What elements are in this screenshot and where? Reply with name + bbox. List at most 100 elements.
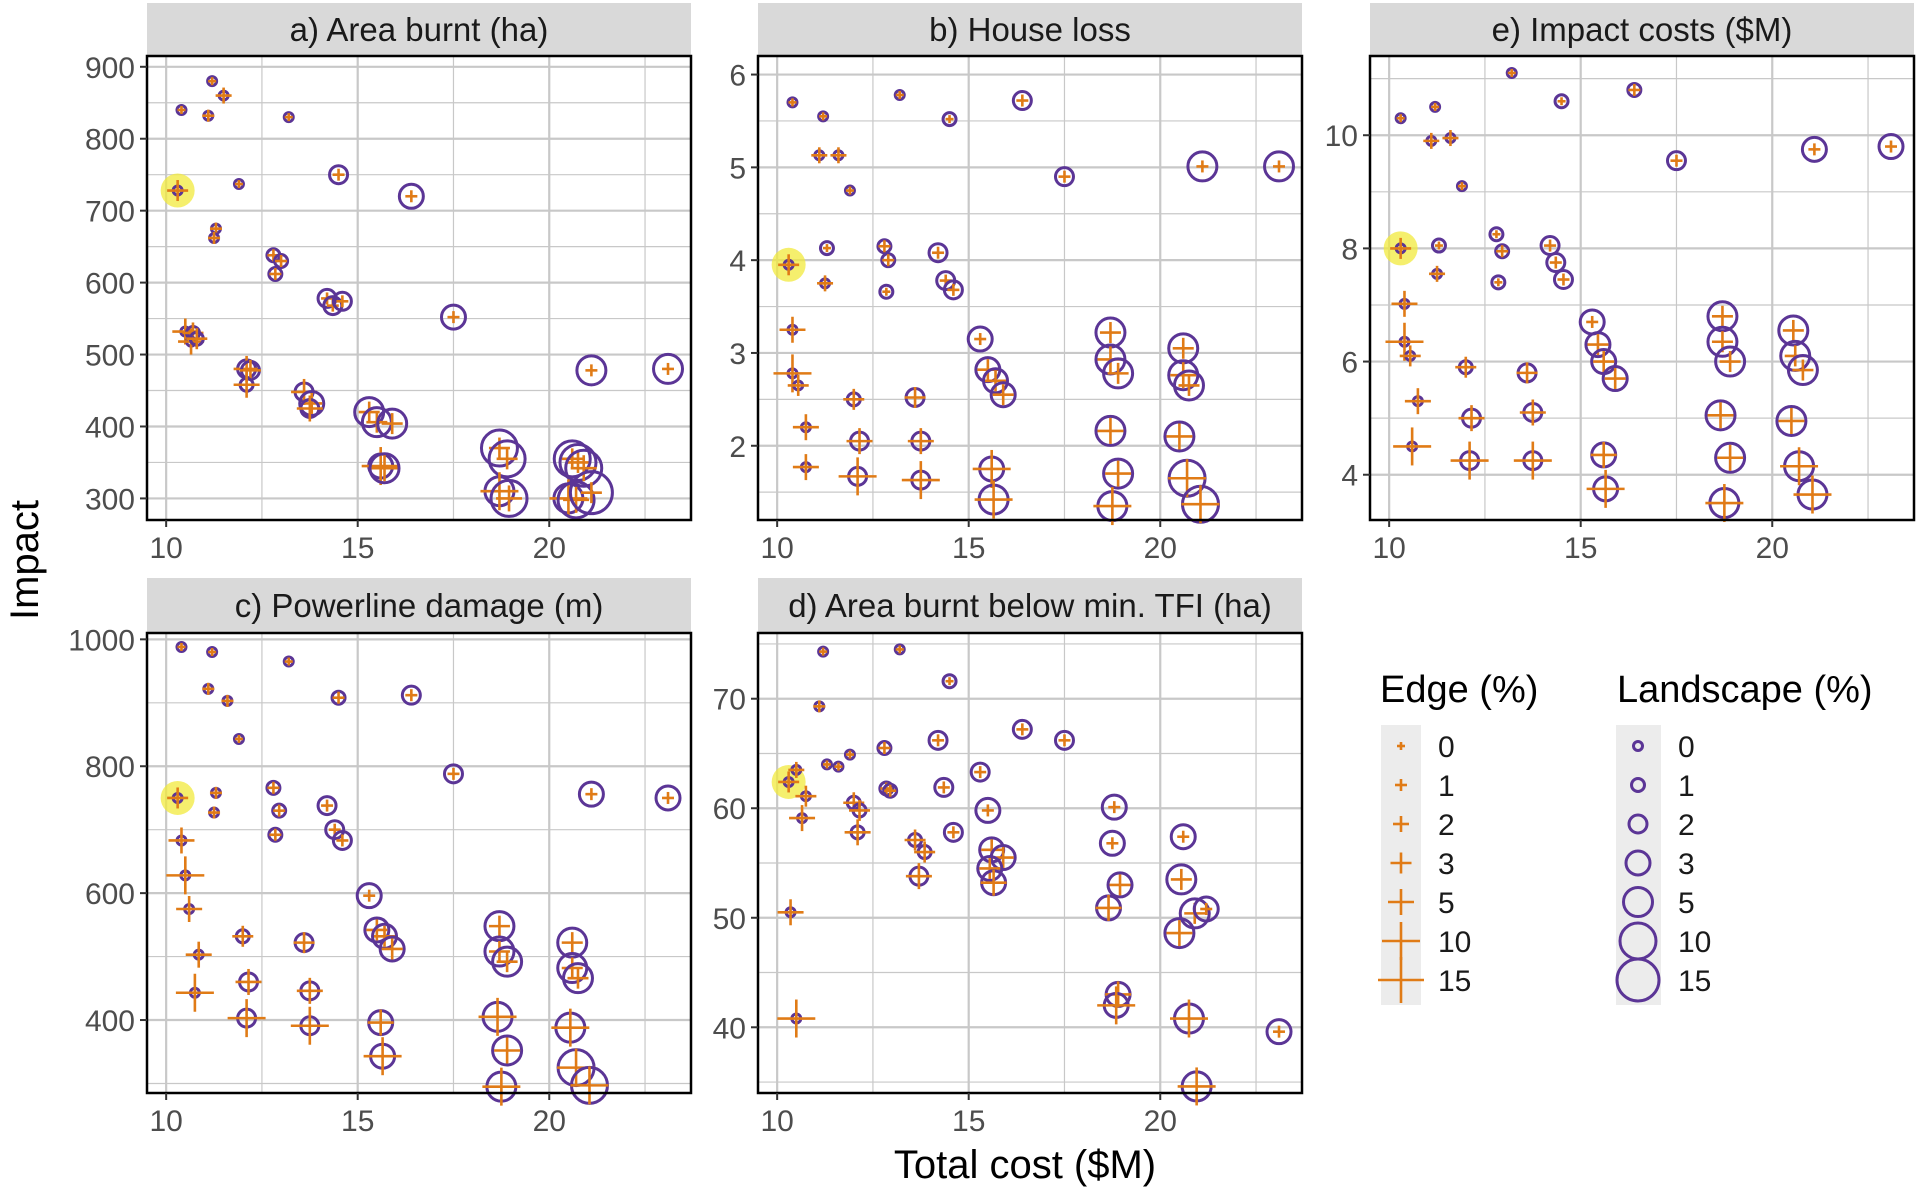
panel-a-point-landscape-circle: [282, 111, 295, 124]
panel-a-point-landscape-circle: [397, 182, 425, 210]
panel-c-x-tick-label: 10: [149, 1105, 182, 1138]
panel-d-point: [1192, 895, 1220, 923]
legend-edge-label: 0: [1438, 731, 1455, 764]
panel-d-ticks: 10 15 20 40 50 60 70: [713, 684, 1177, 1138]
panel-b-points: [771, 88, 1296, 526]
panel-a-point-landscape-circle: [273, 253, 290, 270]
panel-b-point-landscape-circle: [893, 88, 906, 101]
legend-edge-label: 2: [1438, 809, 1455, 842]
legend-landscape-key: [1630, 777, 1646, 793]
panel-c-point-landscape-circle: [654, 784, 682, 812]
panel-b-point: [876, 238, 893, 255]
panel-e-point: [1519, 399, 1546, 426]
panel-b-point-landscape-circle: [941, 111, 958, 128]
panel-e-point-landscape-circle: [1430, 237, 1447, 254]
panel-b-y-tick-label: 3: [729, 338, 746, 371]
panel-e-y-tick-label: 8: [1341, 233, 1358, 266]
panel-a-point-landscape-circle: [575, 354, 608, 387]
panel-c-ticks: 10 15 20 400 600 800 1000: [68, 624, 566, 1138]
panel-d-point-landscape-circle: [820, 758, 833, 771]
panel-b-point: [846, 428, 873, 455]
panel-a-ticks: 10 15 20 300 400 500 600 700 800 900: [85, 52, 566, 565]
panel-c-point-landscape-circle: [378, 935, 406, 963]
panel-c-point: [491, 1034, 524, 1067]
panel-e-point: [1552, 269, 1574, 291]
panel-c-point: [316, 795, 338, 817]
panel-d-point-landscape-circle: [942, 821, 964, 843]
panel-e-point-landscape-circle: [1775, 404, 1808, 437]
panel-c: c) Powerline damage (m) 10 15 204006008001…: [68, 578, 693, 1138]
panel-c-point: [330, 689, 347, 706]
panel-e-point: [1455, 180, 1468, 193]
panel-a-y-tick-label: 400: [85, 411, 135, 444]
panel-b-point: [927, 242, 949, 264]
panel-e-point-landscape-circle: [1704, 399, 1737, 432]
panel-b-strip: [758, 3, 1302, 56]
panel-e-point: [1626, 81, 1643, 98]
panel-d-point-landscape-circle: [974, 796, 1002, 824]
panel-c-point-landscape-circle: [442, 763, 464, 785]
panel-c-point: [267, 826, 284, 843]
panel-c-point-landscape-circle: [561, 962, 594, 995]
panel-e-point-landscape-circle: [1777, 314, 1810, 347]
panel-b-frame: [756, 54, 1304, 522]
panel-b-point-landscape-circle: [966, 325, 994, 353]
panel-e-points: [1383, 66, 1905, 523]
panel-c-point: [209, 786, 222, 799]
panel-a-point: [202, 109, 215, 122]
panel-b-point: [941, 111, 958, 128]
panel-d: d) Area burnt below min. TFI (ha) 10 15 20…: [713, 578, 1304, 1138]
panel-b-point: [778, 254, 800, 276]
panel-b-point: [818, 240, 835, 257]
panel-a-point: [487, 439, 527, 479]
panel-c-point: [378, 935, 406, 963]
panel-e-point: [1488, 226, 1505, 243]
panel-c-point-landscape-circle: [491, 945, 524, 978]
panel-b-point-landscape-circle: [786, 96, 799, 109]
panel-d-point: [980, 869, 1008, 897]
panel-a-y-tick-label: 600: [85, 268, 135, 301]
panel-c-point: [167, 787, 189, 809]
legend-landscape-title: Landscape (%): [1617, 669, 1873, 711]
panel-e-point: [1590, 348, 1618, 376]
panel-d-point-landscape-circle: [876, 740, 893, 756]
panel-a-point-landscape-circle: [328, 164, 350, 186]
panel-e-point: [1586, 469, 1625, 508]
panel-d-x-tick-label: 15: [952, 1105, 985, 1138]
panel-a-point: [273, 253, 290, 270]
panel-b-point: [942, 279, 964, 301]
panel-e-y-tick-label: 10: [1325, 120, 1358, 153]
panel-c-point-landscape-circle: [330, 689, 347, 706]
panel-a-y-tick-label: 800: [85, 124, 135, 157]
panel-c-y-tick-label: 400: [85, 1005, 135, 1038]
panel-a-points: [160, 75, 685, 520]
panel-a-point-landscape-circle: [479, 428, 519, 468]
panel-b-y-tick-label: 2: [729, 431, 746, 464]
panel-d-x-tick-label: 10: [760, 1105, 793, 1138]
panel-d-point: [1106, 871, 1134, 899]
panel-d-point: [777, 899, 804, 926]
panel-b-point-landscape-circle: [1263, 150, 1296, 183]
panel-a-y-tick-label: 300: [85, 483, 135, 516]
panel-d-point-landscape-circle: [1192, 895, 1220, 923]
panel-d-point: [1097, 986, 1136, 1025]
legend-landscape-key: [1615, 957, 1661, 1003]
panel-a-point-landscape-circle: [331, 290, 353, 312]
panel-a-point-landscape-circle: [564, 448, 604, 488]
panel-a-point-landscape-circle: [376, 407, 409, 440]
panel-e-point-landscape-circle: [1714, 345, 1747, 378]
panel-b-point: [907, 428, 934, 455]
panel-e-point-landscape-circle: [1706, 325, 1739, 358]
panel-c-point-landscape-circle: [316, 795, 338, 817]
panel-b-point-landscape-circle: [1011, 90, 1033, 112]
panel-b-point: [817, 110, 830, 123]
panel-a-point: [328, 164, 350, 186]
panel-d-point: [1053, 729, 1075, 751]
panel-c-point: [483, 910, 516, 943]
panel-d-point: [876, 740, 893, 756]
panel-d-point: [795, 785, 817, 807]
panel-e-point: [1455, 356, 1477, 378]
panel-c-point: [168, 827, 195, 854]
panel-c-point-landscape-circle: [282, 655, 295, 668]
